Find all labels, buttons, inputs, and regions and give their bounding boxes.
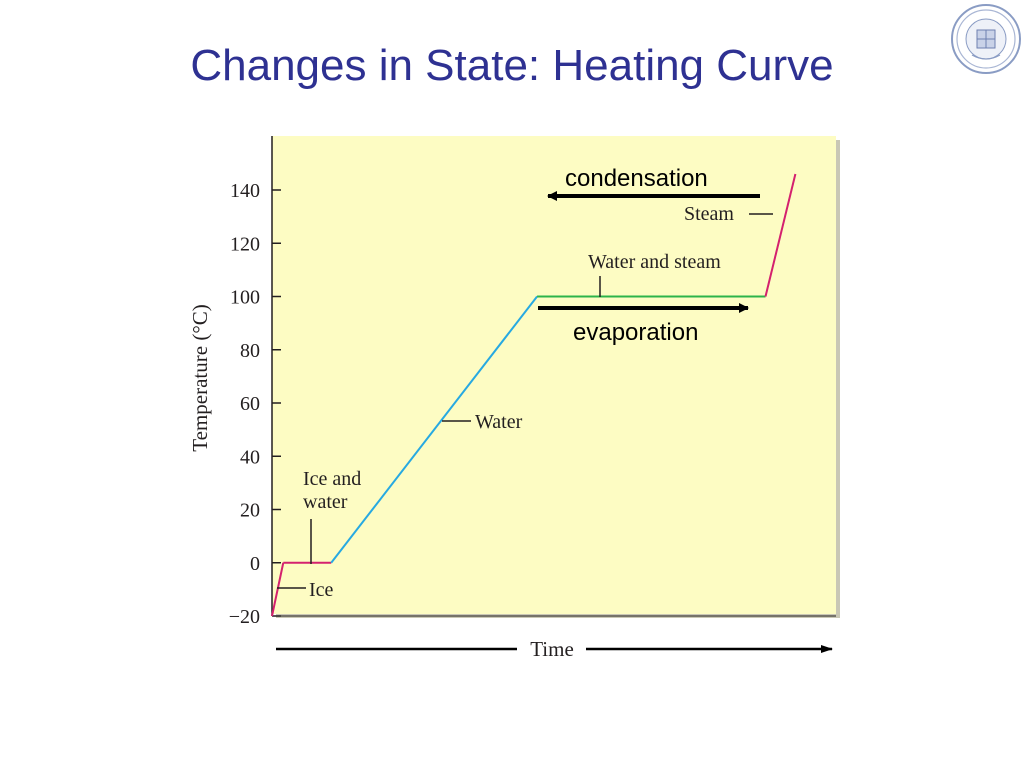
x-axis-label: Time (530, 637, 574, 661)
series-ice (271, 562, 285, 617)
y-tick-label: −20 (229, 606, 260, 628)
y-tick-label: 140 (230, 180, 260, 202)
y-tick-label: 60 (240, 393, 260, 415)
y-tick-label: 80 (240, 340, 260, 362)
y-tick-label: 100 (230, 287, 260, 309)
y-axis-ticks: −20 0 20 40 60 80 100 120 140 (229, 180, 281, 628)
y-axis-label: Temperature (°C) (188, 304, 212, 451)
y-tick-label: 20 (240, 500, 260, 522)
annotation-ice-and-water-line2: water (303, 491, 348, 513)
plot-area (272, 136, 836, 614)
annotation-water-and-steam: Water and steam (588, 251, 721, 273)
series-steam (764, 173, 797, 297)
evaporation-label: evaporation (573, 319, 698, 346)
annotation-ice: Ice (309, 579, 334, 601)
annotation-steam: Steam (684, 203, 734, 225)
y-tick-label: 40 (240, 446, 260, 468)
condensation-label: condensation (565, 165, 708, 192)
university-seal-icon (951, 4, 1021, 74)
y-tick-label: 0 (250, 553, 260, 575)
series-group (271, 173, 797, 617)
series-water (330, 295, 538, 564)
annotation-water: Water (475, 411, 523, 433)
y-tick-label: 120 (230, 233, 260, 255)
annotation-ice-and-water-line1: Ice and (303, 468, 361, 490)
slide-title: Changes in State: Heating Curve (190, 41, 834, 90)
